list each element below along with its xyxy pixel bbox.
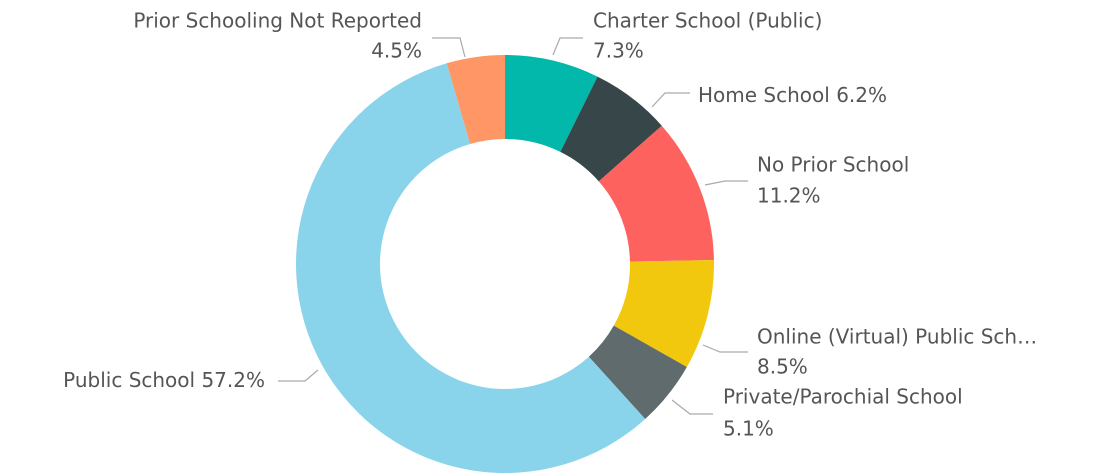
slice-name: No Prior School — [757, 153, 909, 177]
slice-label: Public School 57.2% — [63, 368, 265, 392]
leader-line — [278, 369, 319, 382]
leader-line — [651, 92, 690, 108]
leader-line — [432, 37, 466, 58]
slice-value: 5.1% — [723, 417, 774, 441]
slice-value: 8.5% — [757, 355, 808, 379]
slice — [505, 55, 598, 152]
slice-value: 57.2% — [201, 368, 265, 392]
leader-line — [702, 344, 748, 353]
slice — [598, 125, 714, 262]
slice — [295, 63, 646, 473]
slice-name: Online (Virtual) Public Sch… — [757, 325, 1037, 349]
slice — [588, 325, 687, 420]
leader-line — [704, 180, 748, 186]
slice — [613, 260, 714, 367]
slice-name: Private/Parochial School — [723, 385, 963, 409]
slice-name: Home School — [698, 83, 830, 107]
slice-value: 6.2% — [836, 83, 887, 107]
slice-value: 4.5% — [371, 39, 422, 63]
slices — [295, 55, 714, 473]
slice-value: 7.3% — [593, 39, 644, 63]
slice-name: Public School — [63, 368, 195, 392]
slice-label: Home School 6.2% — [698, 83, 887, 107]
leader-line — [552, 37, 583, 56]
slice — [446, 55, 505, 144]
leader-line — [671, 399, 713, 415]
slice-name: Charter School (Public) — [593, 9, 822, 33]
slice-name: Prior Schooling Not Reported — [133, 9, 422, 33]
slice-value: 11.2% — [757, 184, 821, 208]
labels: Charter School (Public) 7.3% Home School 6… — [63, 9, 1037, 441]
slice — [560, 76, 662, 182]
